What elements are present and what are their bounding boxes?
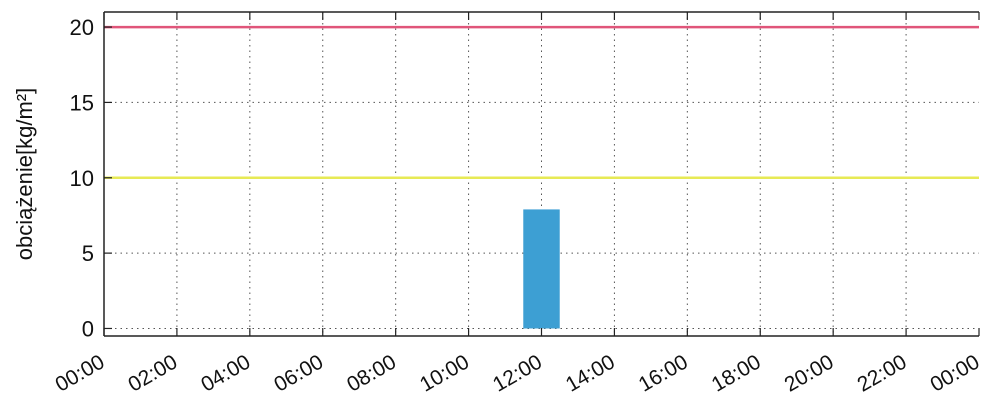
x-tick-label-4: 08:00	[343, 350, 400, 396]
x-tick-label-10: 20:00	[781, 350, 838, 396]
y-axis-label: obciążenie[kg/m²]	[12, 88, 37, 260]
x-tick-label-7: 14:00	[562, 350, 619, 396]
x-tick-label-8: 16:00	[635, 350, 692, 396]
y-tick-label-0: 0	[82, 316, 94, 341]
x-tick-label-2: 04:00	[197, 350, 254, 396]
x-tick-label-9: 18:00	[708, 350, 765, 396]
x-tick-label-5: 10:00	[416, 350, 473, 396]
x-tick-label-11: 22:00	[854, 350, 911, 396]
bar-0	[523, 209, 560, 329]
bars	[523, 209, 560, 329]
y-tick-label-2: 10	[70, 166, 94, 191]
x-tick-label-12: 00:00	[926, 350, 983, 396]
y-tick-label-4: 20	[70, 15, 94, 40]
reference-lines	[104, 25, 979, 180]
axes	[103, 11, 980, 337]
y-tick-label-3: 15	[70, 90, 94, 115]
x-tick-label-1: 02:00	[124, 350, 181, 396]
y-tick-labels: 0 5 10 15 20	[70, 15, 94, 341]
x-tick-label-3: 06:00	[270, 350, 327, 396]
x-tick-label-0: 00:00	[51, 350, 108, 396]
y-tick-label-1: 5	[82, 241, 94, 266]
x-tick-label-6: 12:00	[489, 350, 546, 396]
x-tick-labels: 00:00 02:00 04:00 06:00 08:00 10:00 12:00 14:00…	[51, 350, 983, 396]
